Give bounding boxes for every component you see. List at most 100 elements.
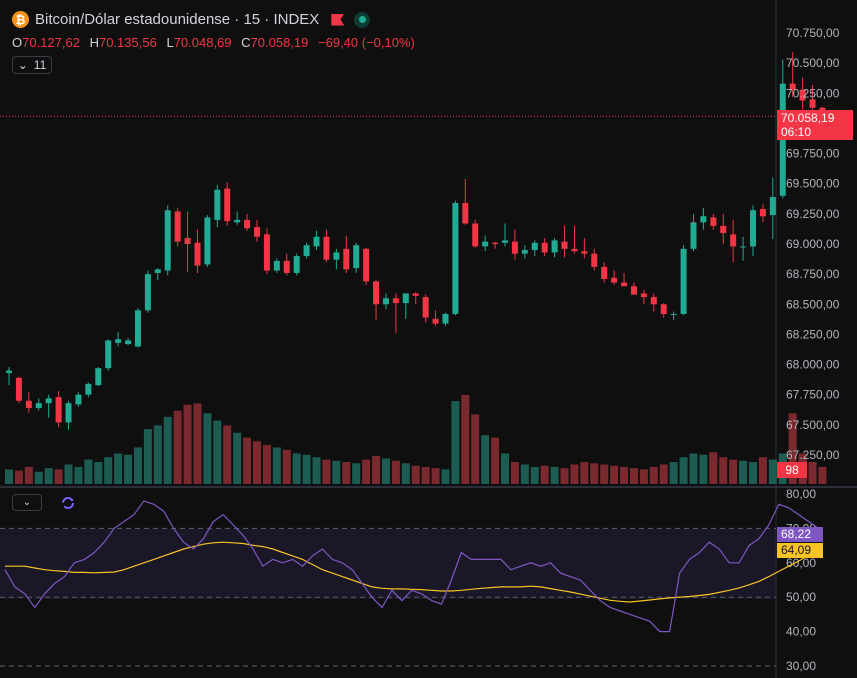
candle-body bbox=[194, 242, 201, 266]
candle-body bbox=[323, 236, 330, 260]
volume-bar bbox=[5, 469, 13, 484]
candle-body bbox=[750, 210, 756, 247]
volume-bar bbox=[163, 416, 172, 484]
change-value: −69,40 (−0,10%) bbox=[318, 35, 415, 50]
high-value: 70.135,56 bbox=[98, 35, 157, 50]
volume-bar bbox=[709, 452, 718, 484]
close-value: 70.058,19 bbox=[250, 35, 309, 50]
volume-bar bbox=[272, 447, 281, 484]
volume-bar bbox=[481, 435, 490, 484]
volume-bar bbox=[173, 410, 182, 484]
candle-body bbox=[611, 277, 618, 283]
symbol-title[interactable]: Bitcoin/Dólar estadounidense · 15 · INDE… bbox=[35, 11, 320, 28]
rsi-collapse-button[interactable]: ⌄ bbox=[12, 494, 42, 511]
candle-body bbox=[412, 293, 419, 296]
candle-body bbox=[333, 252, 340, 260]
candle-body bbox=[164, 210, 171, 271]
volume-bar bbox=[322, 459, 331, 484]
volume-bar bbox=[520, 464, 529, 484]
chevron-down-icon: ⌄ bbox=[22, 497, 32, 508]
volume-bar bbox=[749, 462, 757, 484]
volume-bar bbox=[560, 468, 569, 484]
volume-bar bbox=[84, 459, 93, 484]
volume-bar bbox=[411, 465, 420, 484]
candle-body bbox=[263, 234, 270, 271]
volume-bar bbox=[600, 464, 609, 484]
candle-body bbox=[35, 403, 42, 408]
candle-body bbox=[769, 196, 776, 216]
candle-body bbox=[134, 310, 141, 347]
candle-body bbox=[65, 403, 72, 423]
rsi-ma-value: 64,09 bbox=[781, 543, 812, 557]
volume-bar bbox=[629, 468, 638, 484]
volume-bar bbox=[590, 463, 599, 484]
indicators-count: 11 bbox=[33, 58, 47, 72]
rsi-refresh-button[interactable] bbox=[59, 494, 76, 511]
price-tick-label: 69.500,00 bbox=[786, 177, 840, 191]
volume-bar bbox=[659, 464, 668, 484]
volume-bar bbox=[14, 470, 23, 484]
candle-body bbox=[472, 223, 479, 247]
volume-badge-value: 98 bbox=[785, 463, 799, 477]
price-tick-label: 67.500,00 bbox=[786, 418, 840, 432]
candle-body bbox=[541, 242, 548, 253]
candle-body bbox=[392, 298, 399, 304]
candle-body bbox=[650, 297, 657, 305]
rsi-line bbox=[4, 500, 819, 633]
last-price-label: 70.058,19 06:10 bbox=[777, 110, 853, 140]
candle-body bbox=[561, 241, 568, 249]
volume-badge: 98 bbox=[777, 462, 807, 478]
volume-bar bbox=[223, 425, 232, 484]
volume-bar bbox=[719, 457, 728, 484]
candle-body bbox=[303, 245, 310, 257]
candle-body bbox=[75, 394, 82, 405]
candle-body bbox=[759, 209, 766, 217]
volume-bar bbox=[233, 432, 242, 484]
symbol-legend[interactable]: ₿ Bitcoin/Dólar estadounidense · 15 · IN… bbox=[12, 11, 371, 28]
volume-bar bbox=[610, 465, 619, 484]
candle-body bbox=[670, 313, 677, 315]
candle-body bbox=[720, 225, 727, 234]
candle-body bbox=[293, 256, 300, 273]
candle-body bbox=[373, 281, 380, 305]
bar-countdown: 06:10 bbox=[781, 125, 812, 139]
candle-body bbox=[521, 250, 528, 254]
low-label: L bbox=[166, 35, 174, 50]
candle-body bbox=[254, 227, 260, 237]
volume-bar bbox=[362, 459, 371, 484]
candle-body bbox=[432, 318, 439, 324]
close-label: C bbox=[241, 35, 251, 50]
volume-bar bbox=[203, 413, 212, 484]
volume-bar bbox=[312, 457, 321, 484]
candle-body bbox=[789, 83, 796, 90]
candle-body bbox=[283, 260, 290, 273]
volume-bar bbox=[332, 460, 341, 484]
volume-bar bbox=[114, 453, 123, 484]
candle-body bbox=[640, 293, 647, 298]
rsi-tick-label: 50,00 bbox=[786, 590, 816, 604]
volume-bar bbox=[768, 459, 777, 484]
candle-body bbox=[492, 242, 499, 244]
price-tick-label: 69.250,00 bbox=[786, 207, 840, 221]
volume-bar bbox=[94, 462, 103, 484]
volume-bar bbox=[510, 462, 519, 484]
candle-body bbox=[204, 217, 211, 265]
indicators-toggle-button[interactable]: ⌄ 11 bbox=[12, 56, 52, 74]
volume-bar bbox=[54, 469, 63, 484]
volume-bar bbox=[679, 457, 688, 484]
rsi-ma-badge: 64,09 bbox=[777, 543, 823, 558]
candle-body bbox=[601, 266, 608, 279]
candle-body bbox=[571, 248, 578, 252]
volume-bar bbox=[421, 466, 430, 484]
volume-bar bbox=[253, 441, 261, 484]
volume-bar bbox=[669, 462, 678, 484]
volume-bar bbox=[441, 469, 450, 484]
last-price-value: 70.058,19 bbox=[781, 111, 835, 125]
volume-bar bbox=[649, 466, 658, 484]
volume-bar bbox=[530, 466, 539, 484]
volume-bar bbox=[570, 464, 579, 484]
flag-icon[interactable] bbox=[331, 14, 344, 26]
volume-bar bbox=[620, 466, 629, 484]
volume-bar bbox=[391, 460, 400, 484]
